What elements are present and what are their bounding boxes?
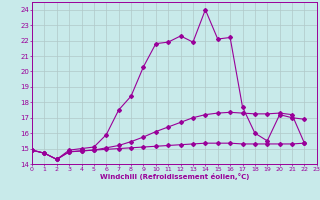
X-axis label: Windchill (Refroidissement éolien,°C): Windchill (Refroidissement éolien,°C) (100, 173, 249, 180)
